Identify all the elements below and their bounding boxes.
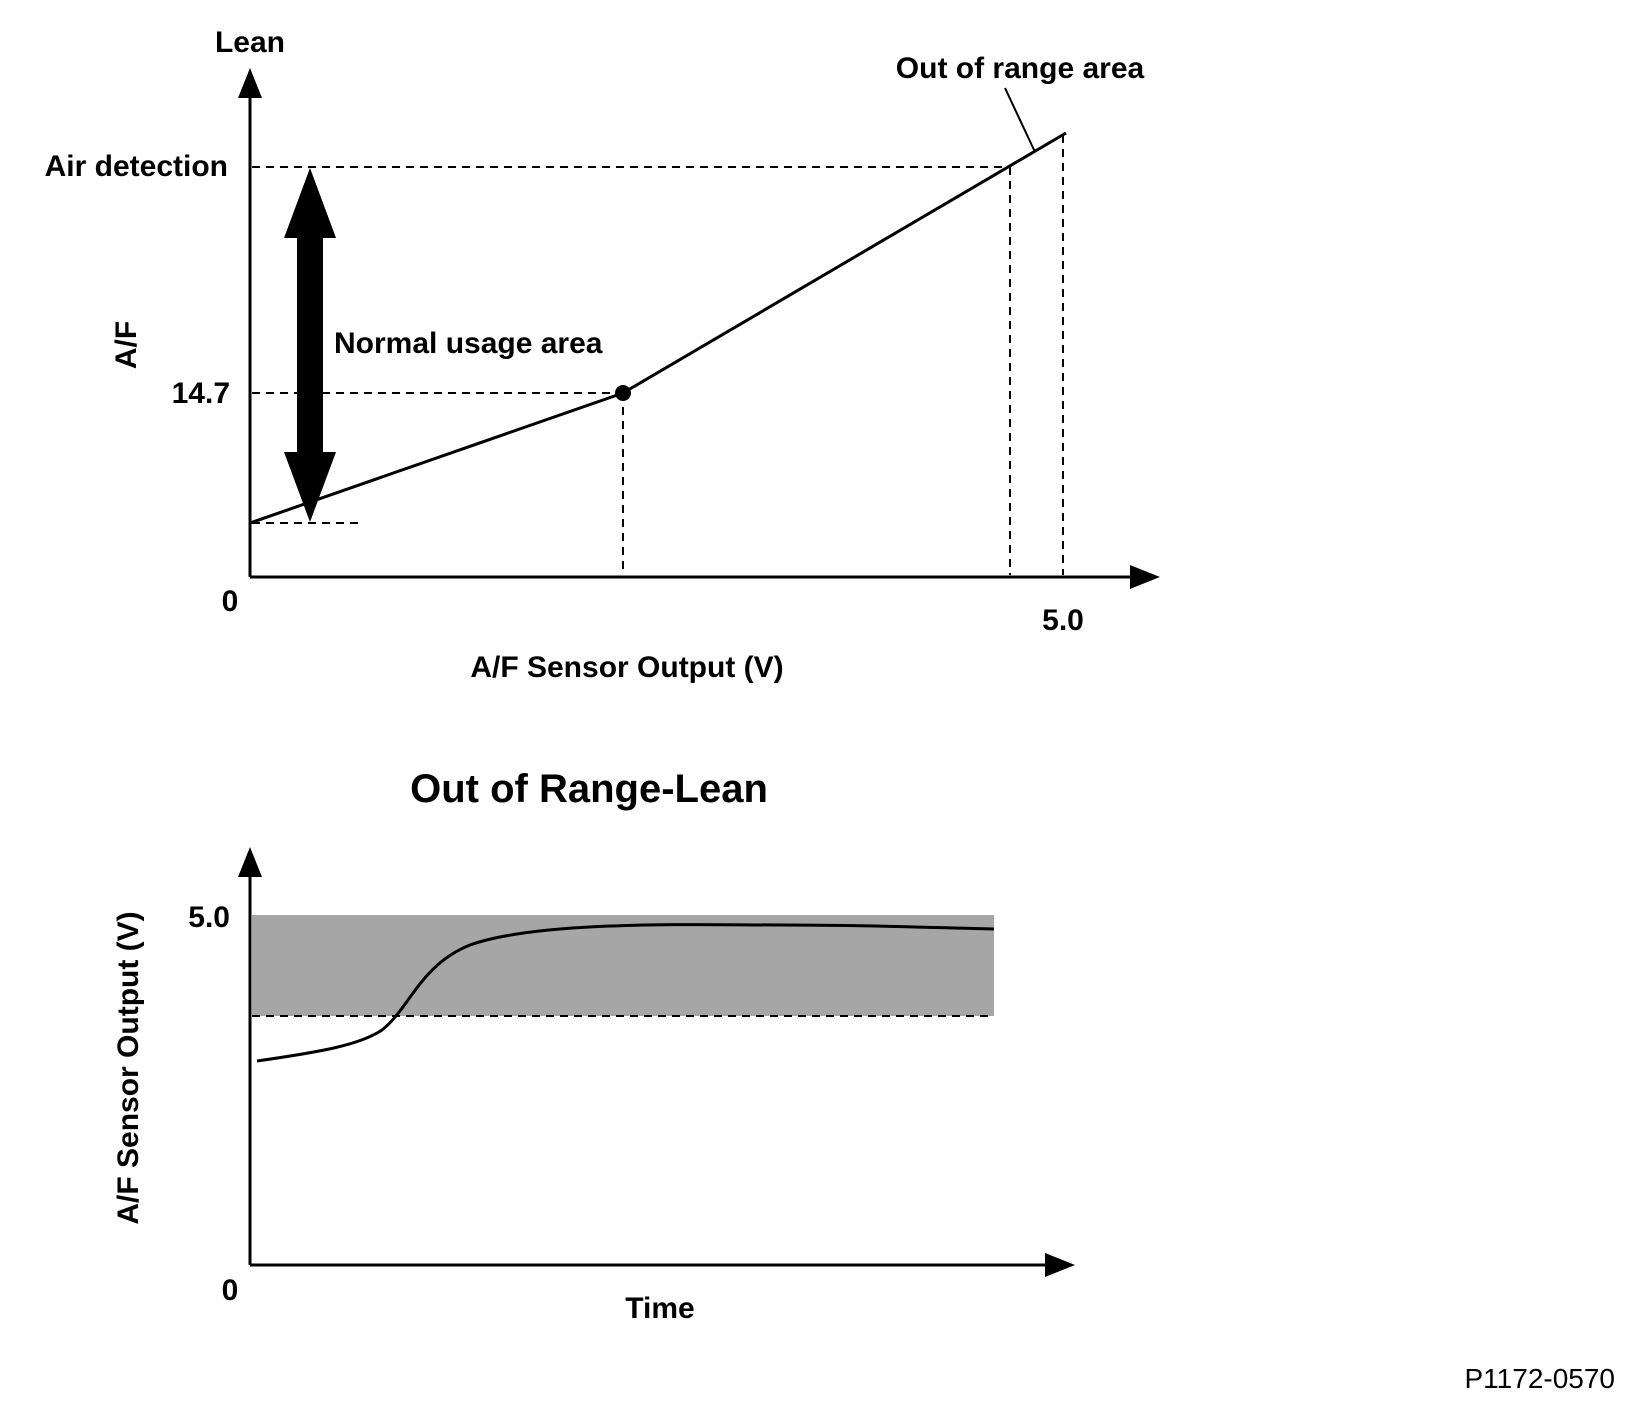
out-of-range-leader bbox=[1004, 87, 1036, 153]
stoich-label: 14.7 bbox=[172, 377, 230, 410]
top-x-axis-label: A/F Sensor Output (V) bbox=[470, 651, 783, 684]
normal-usage-double-arrow-icon bbox=[284, 168, 336, 522]
figure-code: P1172-0570 bbox=[1465, 1363, 1616, 1394]
air-detection-label: Air detection bbox=[45, 150, 228, 183]
bottom-origin-label: 0 bbox=[222, 1274, 239, 1307]
x-max-label: 5.0 bbox=[1042, 604, 1084, 637]
bottom-chart-title: Out of Range-Lean bbox=[410, 767, 768, 811]
sensor-output-curve bbox=[256, 923, 995, 1063]
bottom-x-axis-label: Time bbox=[625, 1292, 694, 1325]
bottom-chart: Out of Range-Lean 5.0 0 Time A/F Sensor … bbox=[112, 767, 1075, 1325]
out-of-range-band bbox=[252, 915, 994, 1016]
top-y-axis-label: A/F bbox=[110, 321, 143, 369]
out-of-range-label: Out of range area bbox=[896, 52, 1145, 85]
bottom-y-max-label: 5.0 bbox=[188, 901, 230, 934]
y-top-label: Lean bbox=[215, 26, 285, 59]
top-origin-label: 0 bbox=[222, 585, 239, 618]
bottom-x-axis-arrow-icon bbox=[1045, 1253, 1075, 1277]
normal-usage-label: Normal usage area bbox=[334, 327, 603, 360]
top-chart: Lean Air detection 14.7 0 5.0 A/F Sensor… bbox=[45, 26, 1160, 684]
top-y-axis-arrow-icon bbox=[238, 68, 262, 98]
bottom-y-axis-arrow-icon bbox=[238, 847, 262, 877]
bottom-y-axis-label: A/F Sensor Output (V) bbox=[112, 911, 145, 1224]
top-x-axis-arrow-icon bbox=[1130, 565, 1160, 589]
stoich-point bbox=[615, 385, 631, 401]
